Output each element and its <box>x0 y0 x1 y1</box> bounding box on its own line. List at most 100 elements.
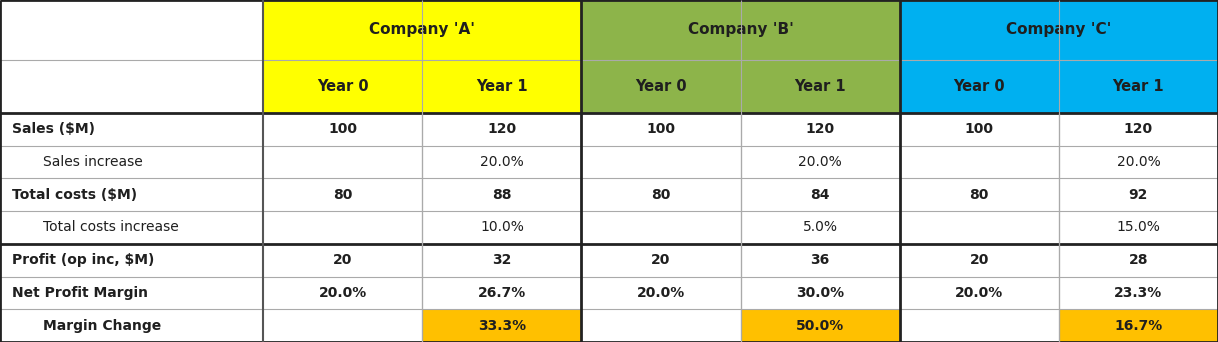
Bar <box>900 244 1058 277</box>
Bar <box>741 113 900 146</box>
Bar <box>581 244 741 277</box>
Text: Sales ($M): Sales ($M) <box>12 122 95 136</box>
Text: 20.0%: 20.0% <box>1117 155 1161 169</box>
Text: 20: 20 <box>333 253 352 267</box>
Bar <box>263 211 423 244</box>
Bar <box>0 178 263 211</box>
Bar <box>741 309 900 342</box>
Text: Year 1: Year 1 <box>1112 79 1164 94</box>
Bar <box>741 146 900 178</box>
Text: 84: 84 <box>810 188 829 202</box>
Bar <box>581 146 741 178</box>
Text: Company 'C': Company 'C' <box>1006 23 1112 37</box>
Bar <box>263 309 423 342</box>
Text: Margin Change: Margin Change <box>43 319 161 333</box>
Bar <box>900 211 1058 244</box>
Text: 92: 92 <box>1129 188 1149 202</box>
Bar <box>900 178 1058 211</box>
Text: 5.0%: 5.0% <box>803 221 838 234</box>
Bar <box>0 211 263 244</box>
Text: 80: 80 <box>970 188 989 202</box>
Bar <box>263 146 423 178</box>
Text: 88: 88 <box>492 188 512 202</box>
Bar <box>741 211 900 244</box>
Text: 20: 20 <box>652 253 671 267</box>
Text: 120: 120 <box>1124 122 1153 136</box>
Text: 28: 28 <box>1129 253 1149 267</box>
Bar <box>1058 211 1218 244</box>
Text: Year 0: Year 0 <box>317 79 369 94</box>
Bar <box>0 309 263 342</box>
Bar <box>0 0 263 60</box>
Bar <box>423 309 581 342</box>
Bar <box>581 309 741 342</box>
Bar <box>423 113 581 146</box>
Bar <box>423 244 581 277</box>
Text: 15.0%: 15.0% <box>1117 221 1161 234</box>
Bar <box>581 178 741 211</box>
Bar <box>1058 178 1218 211</box>
Bar <box>900 277 1058 309</box>
Text: Year 0: Year 0 <box>636 79 687 94</box>
Text: 20.0%: 20.0% <box>798 155 842 169</box>
Text: 100: 100 <box>965 122 994 136</box>
Bar <box>1058 113 1218 146</box>
Bar <box>900 113 1058 146</box>
Bar <box>1058 146 1218 178</box>
Bar <box>1058 244 1218 277</box>
Text: 120: 120 <box>487 122 516 136</box>
Bar <box>423 277 581 309</box>
Text: Year 0: Year 0 <box>954 79 1005 94</box>
Bar <box>0 146 263 178</box>
Text: 50.0%: 50.0% <box>797 319 844 333</box>
Bar <box>263 113 423 146</box>
Text: 36: 36 <box>810 253 829 267</box>
Bar <box>741 178 900 211</box>
Text: Company 'B': Company 'B' <box>688 23 794 37</box>
Bar <box>0 244 263 277</box>
Bar <box>581 211 741 244</box>
Text: 20: 20 <box>970 253 989 267</box>
Bar <box>1058 60 1218 113</box>
Bar <box>423 178 581 211</box>
Text: 120: 120 <box>805 122 834 136</box>
Text: 100: 100 <box>329 122 357 136</box>
Text: Net Profit Margin: Net Profit Margin <box>12 286 149 300</box>
Bar <box>263 0 581 60</box>
Text: Sales increase: Sales increase <box>43 155 143 169</box>
Bar <box>900 60 1058 113</box>
Text: 20.0%: 20.0% <box>480 155 524 169</box>
Bar <box>900 309 1058 342</box>
Bar <box>263 60 423 113</box>
Text: 80: 80 <box>333 188 352 202</box>
Text: 32: 32 <box>492 253 512 267</box>
Text: Year 1: Year 1 <box>476 79 527 94</box>
Bar <box>1058 277 1218 309</box>
Text: 26.7%: 26.7% <box>477 286 526 300</box>
Bar <box>900 0 1218 60</box>
Bar <box>263 244 423 277</box>
Bar <box>0 113 263 146</box>
Text: 20.0%: 20.0% <box>637 286 686 300</box>
Text: Total costs increase: Total costs increase <box>43 221 178 234</box>
Bar <box>741 60 900 113</box>
Text: Total costs ($M): Total costs ($M) <box>12 188 138 202</box>
Bar <box>741 244 900 277</box>
Bar <box>0 60 263 113</box>
Text: 16.7%: 16.7% <box>1114 319 1162 333</box>
Text: 30.0%: 30.0% <box>797 286 844 300</box>
Text: Year 1: Year 1 <box>794 79 847 94</box>
Bar <box>581 0 900 60</box>
Text: Profit (op inc, $M): Profit (op inc, $M) <box>12 253 155 267</box>
Bar <box>423 60 581 113</box>
Text: Company 'A': Company 'A' <box>369 23 475 37</box>
Text: 20.0%: 20.0% <box>319 286 367 300</box>
Text: 80: 80 <box>652 188 671 202</box>
Text: 10.0%: 10.0% <box>480 221 524 234</box>
Bar <box>900 146 1058 178</box>
Text: 23.3%: 23.3% <box>1114 286 1162 300</box>
Text: 33.3%: 33.3% <box>477 319 526 333</box>
Bar <box>581 113 741 146</box>
Text: 20.0%: 20.0% <box>955 286 1004 300</box>
Bar <box>1058 309 1218 342</box>
